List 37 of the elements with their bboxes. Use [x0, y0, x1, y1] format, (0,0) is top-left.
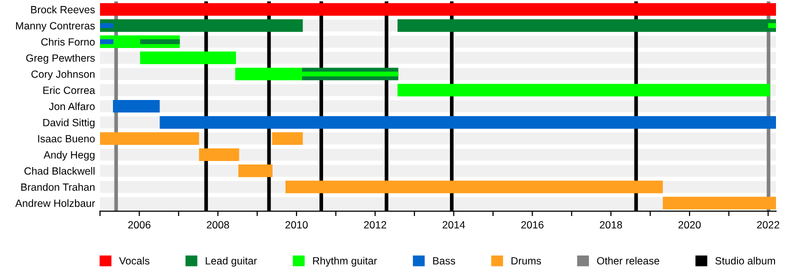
x-tick-label: 2016 [521, 221, 544, 229]
x-tick-label: 2022 [757, 221, 780, 229]
legend-label: Bass [433, 257, 456, 265]
bar [100, 132, 200, 145]
x-tick-label: 2008 [206, 221, 230, 229]
bar [272, 132, 303, 145]
x-tick-label: 2010 [285, 221, 308, 229]
bar [238, 164, 273, 178]
legend-label: Other release [597, 256, 660, 265]
y-tick-label: Manny Contreras [16, 22, 95, 32]
y-tick-label: Eric Correa [43, 86, 96, 94]
y-tick-label: Isaac Bueno [38, 135, 95, 142]
y-tick-label: Cory Johnson [31, 70, 94, 80]
x-tick-label: 2012 [364, 221, 386, 229]
y-tick-label: David Sittig [43, 118, 94, 128]
x-tick-label: 2014 [442, 221, 466, 229]
y-tick-label: Chris Forno [41, 38, 95, 46]
legend-label: Rhythm guitar [313, 256, 377, 267]
bar [140, 52, 236, 64]
x-tick-label: 2006 [128, 221, 150, 229]
y-tick-label: Andy Hegg [44, 150, 94, 161]
bar [140, 39, 180, 44]
y-tick-label: Brandon Trahan [21, 183, 94, 191]
bar [662, 196, 776, 210]
x-tick-label: 2020 [678, 221, 701, 229]
bar [768, 23, 776, 28]
legend-label: Lead guitar [206, 256, 257, 267]
y-tick-label: Jon Alfaro [48, 102, 95, 110]
x-tick-label: 2018 [600, 221, 622, 229]
y-tick-label: Andrew Holzbaur [15, 199, 95, 207]
legend-label: Drums [512, 257, 541, 265]
legend-label: Studio album [715, 256, 776, 265]
y-tick-label: Brock Reeves [31, 6, 95, 14]
y-tick-label: Greg Pewthers [26, 54, 95, 64]
legend-label: Vocals [119, 256, 150, 265]
bar [199, 148, 240, 161]
y-tick-label: Chad Blackwell [24, 167, 94, 175]
